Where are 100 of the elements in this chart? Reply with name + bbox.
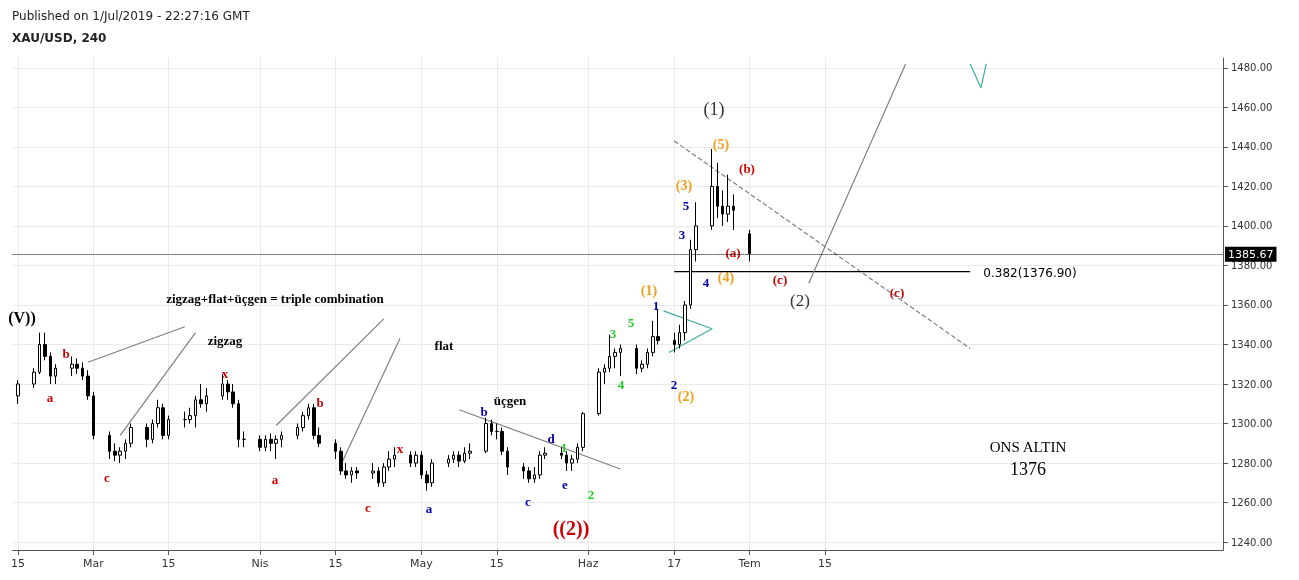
candlestick bbox=[393, 446, 396, 468]
candlestick bbox=[560, 446, 563, 460]
annotation: flat bbox=[434, 337, 455, 353]
annotation: x bbox=[221, 365, 229, 381]
candlestick bbox=[264, 434, 267, 452]
annotation: (5) bbox=[712, 136, 730, 153]
candlestick bbox=[205, 387, 208, 413]
candlestick bbox=[522, 462, 525, 480]
candlestick bbox=[49, 351, 52, 385]
annotation: zigzag+flat+üçgen = triple combination bbox=[166, 290, 385, 306]
annotation: b bbox=[480, 403, 488, 419]
candlestick bbox=[86, 369, 90, 401]
annotation: (c) bbox=[772, 271, 788, 287]
candlestick bbox=[409, 450, 412, 468]
candlestick bbox=[54, 363, 57, 385]
candlestick bbox=[506, 446, 509, 476]
annotation: (4) bbox=[717, 269, 735, 286]
y-tick-label: 1360.00 bbox=[1231, 299, 1273, 311]
annotation: b bbox=[62, 345, 70, 361]
annotation: 4 bbox=[617, 376, 625, 392]
candlestick bbox=[221, 373, 224, 401]
annotation: 5 bbox=[682, 197, 690, 213]
y-tick-label: 1300.00 bbox=[1231, 418, 1273, 430]
candlestick bbox=[500, 426, 504, 456]
candlestick bbox=[92, 391, 95, 440]
annotation: (2) bbox=[790, 290, 810, 310]
candlestick bbox=[581, 411, 585, 452]
annotation: c bbox=[525, 493, 532, 509]
candlestick bbox=[151, 419, 154, 444]
chart-title: XAU/USD, 240 bbox=[12, 31, 107, 45]
annotation: ONS ALTIN bbox=[989, 439, 1067, 455]
annotation: 5 bbox=[627, 314, 635, 330]
candlestick bbox=[533, 466, 536, 484]
candlestick bbox=[603, 363, 606, 385]
x-tick-label: Nis bbox=[251, 557, 269, 570]
candlestick bbox=[414, 450, 418, 468]
candlestick bbox=[199, 383, 203, 409]
candlestick bbox=[452, 450, 455, 464]
y-tick-label: 1380.00 bbox=[1231, 259, 1273, 271]
candlestick bbox=[726, 174, 730, 223]
annotation: (2) bbox=[677, 388, 695, 405]
candlestick bbox=[16, 379, 20, 405]
candlestick bbox=[527, 466, 531, 484]
annotation: d bbox=[547, 430, 556, 446]
y-tick-label: 1240.00 bbox=[1231, 536, 1273, 548]
candlestick bbox=[32, 367, 36, 389]
candlestick bbox=[447, 454, 450, 468]
x-tick-label: 15 bbox=[11, 557, 25, 570]
candlestick bbox=[716, 162, 719, 219]
candlestick bbox=[576, 442, 579, 464]
annotation: c bbox=[365, 499, 372, 515]
candlestick bbox=[710, 148, 714, 231]
annotation: üçgen bbox=[493, 392, 528, 408]
candlestick bbox=[565, 450, 568, 472]
candlestick bbox=[640, 359, 644, 373]
annotation: (V)) bbox=[8, 308, 36, 327]
candlestick bbox=[484, 417, 488, 454]
annotation: 2 bbox=[670, 376, 678, 392]
candlestick bbox=[597, 367, 601, 417]
candlestick bbox=[673, 332, 676, 353]
annotation: (1) bbox=[703, 99, 725, 120]
annotation: (a) bbox=[725, 244, 741, 260]
x-tick-label: Mar bbox=[82, 557, 105, 570]
candlestick bbox=[608, 334, 611, 373]
x-tick-label: May bbox=[410, 557, 434, 570]
y-tick-label: 1420.00 bbox=[1231, 180, 1273, 192]
candlestick bbox=[457, 450, 461, 468]
y-tick-label: 1280.00 bbox=[1231, 457, 1273, 469]
candlestick bbox=[129, 423, 133, 448]
annotation: (3) bbox=[675, 177, 693, 194]
annotation: 3 bbox=[678, 226, 686, 242]
annotation: 2 bbox=[587, 486, 595, 502]
candlestick bbox=[355, 466, 359, 480]
candlestick bbox=[188, 407, 192, 425]
annotation: a bbox=[271, 471, 279, 487]
y-tick-label: 1460.00 bbox=[1231, 101, 1273, 113]
annotation: 3 bbox=[609, 325, 617, 341]
candlestick bbox=[635, 344, 638, 375]
annotation: 0.382(1376.90) bbox=[983, 266, 1077, 280]
candlestick bbox=[377, 466, 380, 488]
y-tick-label: 1440.00 bbox=[1231, 141, 1273, 153]
candlestick bbox=[167, 415, 170, 440]
x-tick-label: Haz bbox=[577, 557, 599, 570]
candlestick bbox=[301, 411, 305, 432]
candlestick bbox=[468, 442, 472, 460]
annotation: ((2)) bbox=[552, 517, 590, 540]
candlestick bbox=[307, 403, 310, 421]
annotation: a bbox=[46, 389, 54, 405]
candlestick bbox=[124, 438, 127, 460]
y-tick-label: 1260.00 bbox=[1231, 497, 1273, 509]
annotation: (1) bbox=[640, 282, 658, 299]
y-tick-label: 1400.00 bbox=[1231, 220, 1273, 232]
annotation: zigzag bbox=[207, 332, 243, 348]
annotation: b bbox=[316, 394, 324, 410]
x-tick-label: 15 bbox=[489, 557, 504, 570]
candlestick bbox=[420, 450, 423, 480]
y-tick-label: 1480.00 bbox=[1231, 62, 1273, 74]
annotation: 4 bbox=[702, 274, 710, 290]
annotation: 1 bbox=[560, 439, 568, 455]
candlestick bbox=[490, 419, 493, 436]
